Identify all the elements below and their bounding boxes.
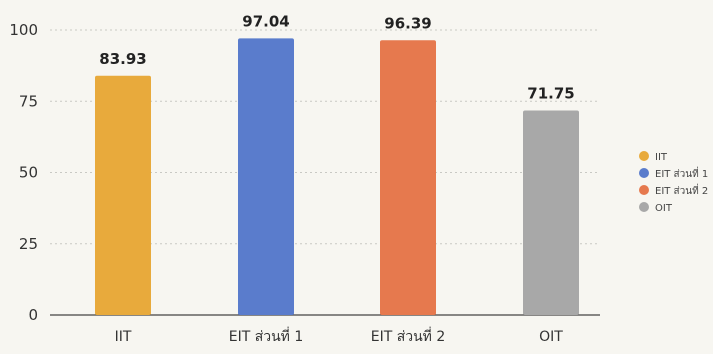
legend-label: IIT <box>655 152 668 163</box>
y-tick-label: 0 <box>28 306 38 324</box>
data-label: 96.39 <box>384 14 431 32</box>
x-tick-label: OIT <box>539 329 563 345</box>
bar <box>523 110 579 315</box>
data-label: 83.93 <box>99 50 146 68</box>
legend-marker <box>639 185 649 195</box>
data-label: 71.75 <box>527 85 574 103</box>
legend-label: EIT ส่วนที่ 1 <box>655 166 708 180</box>
x-tick-label: EIT ส่วนที่ 2 <box>371 327 446 345</box>
bar <box>238 38 294 315</box>
x-tick-label: IIT <box>115 329 132 345</box>
x-tick-label: EIT ส่วนที่ 1 <box>229 327 304 345</box>
bar <box>95 75 151 315</box>
data-label: 97.04 <box>242 12 289 30</box>
y-tick-label: 100 <box>9 21 38 39</box>
legend-marker <box>639 202 649 212</box>
y-tick-label: 25 <box>19 235 38 253</box>
y-tick-label: 50 <box>19 164 38 182</box>
bar <box>380 40 436 315</box>
y-tick-label: 75 <box>19 92 38 110</box>
legend-marker <box>639 151 649 161</box>
legend-label: OIT <box>655 203 673 214</box>
legend-marker <box>639 168 649 178</box>
legend-label: EIT ส่วนที่ 2 <box>655 183 708 197</box>
